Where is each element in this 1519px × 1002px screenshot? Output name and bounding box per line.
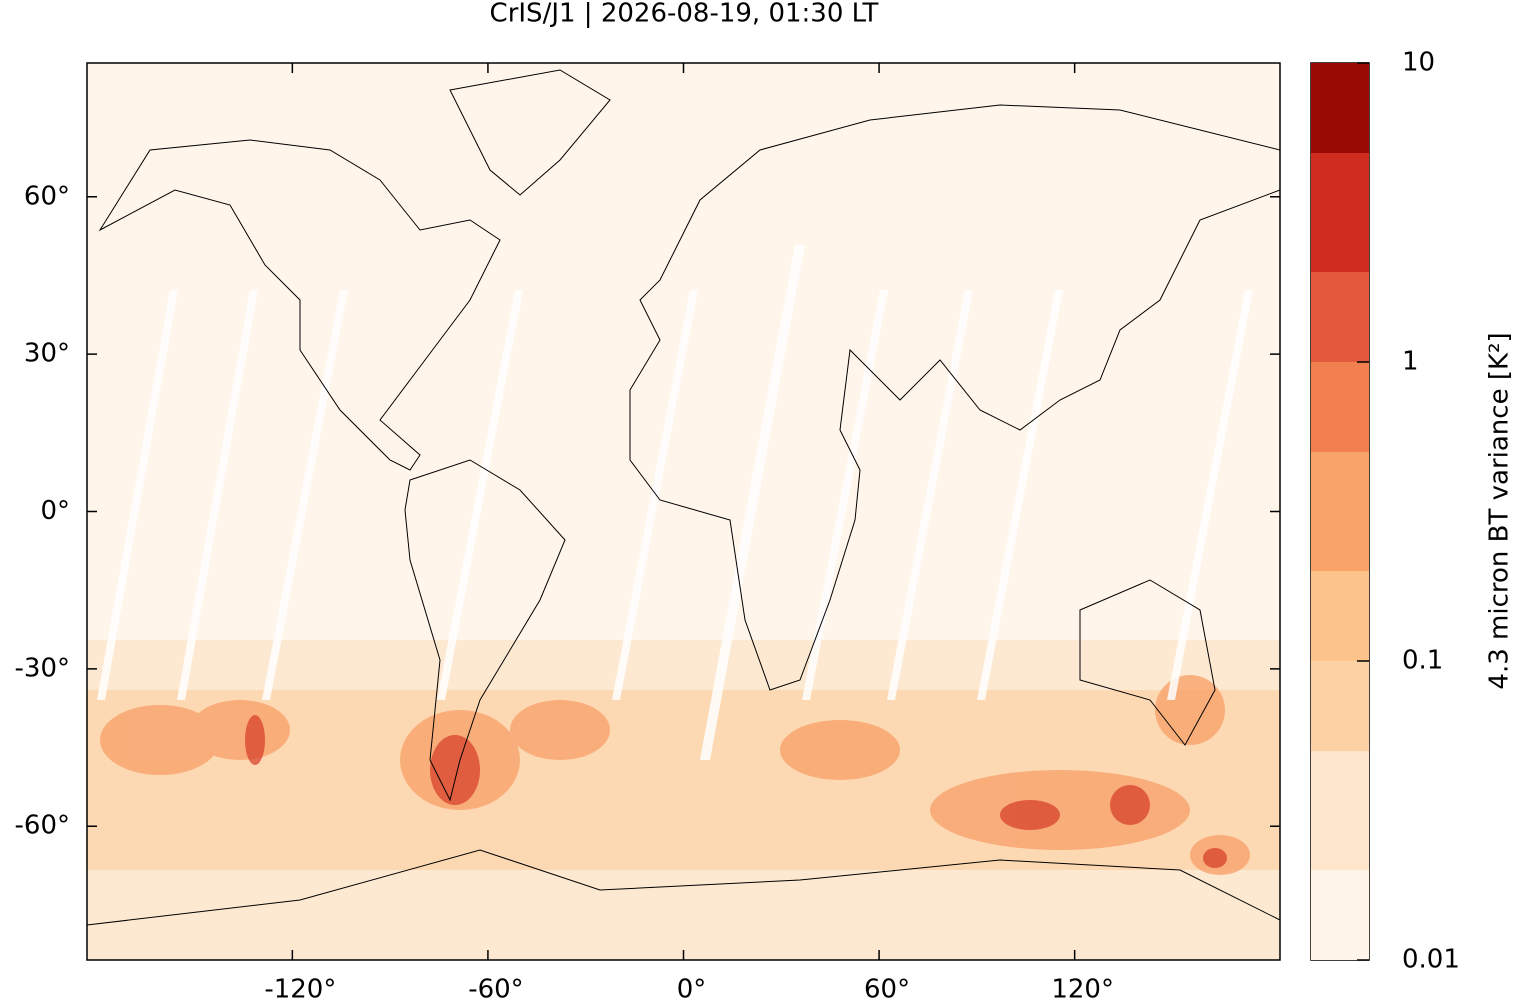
y-tick-label: 0° — [40, 496, 70, 526]
coastlines — [86, 69, 1281, 926]
map-title: CrIS/J1 | 2026-08-19, 01:30 LT — [490, 0, 879, 29]
y-tick-label: 60° — [24, 181, 70, 211]
colorbar-band — [1311, 63, 1369, 154]
colorbar-tick-label: 1 — [1402, 347, 1419, 377]
colorbar-tick-label: 10 — [1402, 48, 1435, 78]
colorbar-label: 4.3 micron BT variance [K²] — [1485, 332, 1515, 689]
x-tick-label: 60° — [864, 975, 910, 1002]
map-field — [86, 63, 1281, 960]
colorbar-band — [1311, 869, 1369, 960]
colorbar-band — [1311, 271, 1369, 362]
colorbar-band — [1311, 362, 1369, 453]
y-tick-label: -60° — [15, 811, 70, 841]
colorbar-band — [1311, 570, 1369, 661]
colorbar-band — [1311, 751, 1369, 870]
colorbar-band — [1311, 661, 1369, 752]
y-tick-label: 30° — [24, 339, 70, 369]
colorbar-tick-label: 0.1 — [1402, 646, 1443, 676]
x-tick-label: -60° — [468, 975, 523, 1002]
x-tick-label: 0° — [677, 975, 707, 1002]
x-tick-label: 120° — [1051, 975, 1114, 1002]
colorbar-tick-label: 0.01 — [1402, 945, 1460, 975]
colorbar-band — [1311, 153, 1369, 272]
y-tick-label: -30° — [15, 653, 70, 683]
x-tick-label: -120° — [264, 975, 336, 1002]
colorbar-band — [1311, 452, 1369, 571]
